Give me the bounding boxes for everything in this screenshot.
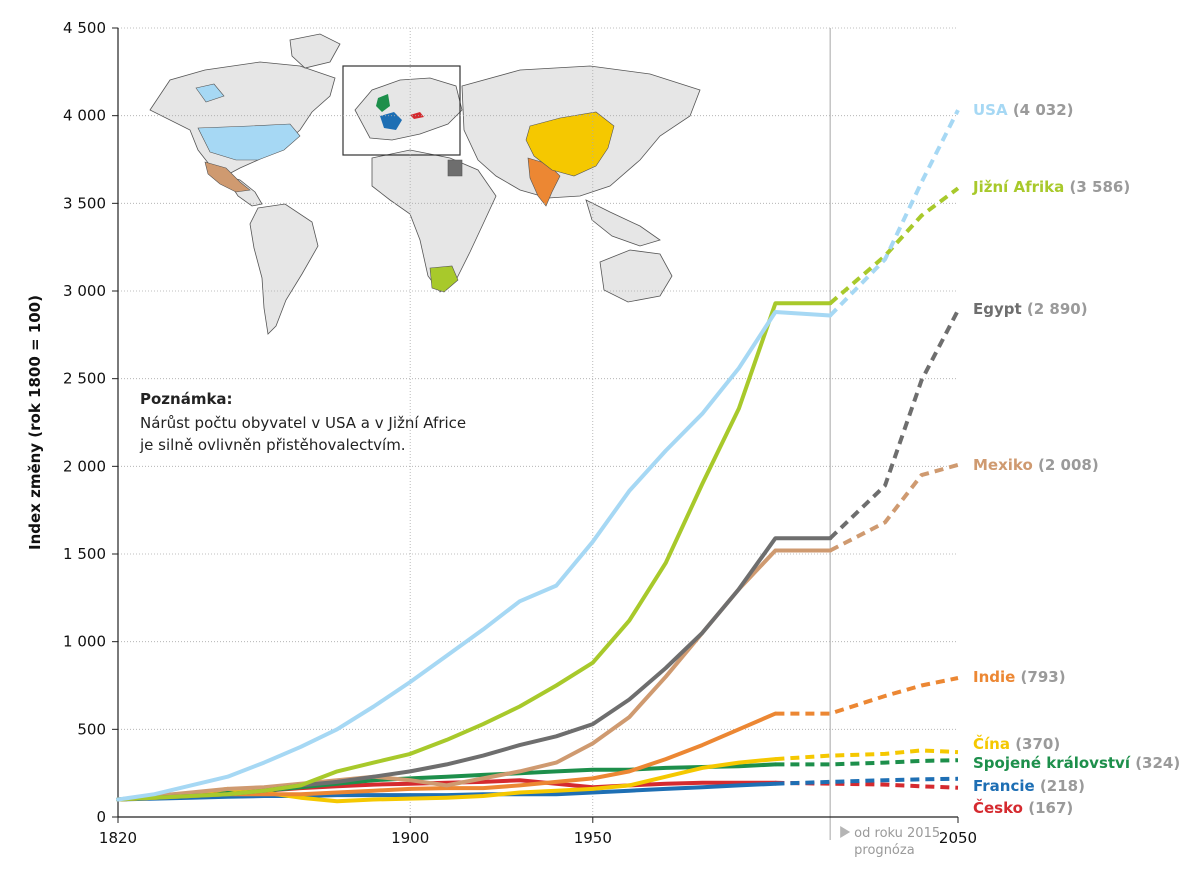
series-line-forecast bbox=[828, 309, 960, 540]
france-shape bbox=[380, 112, 402, 130]
series-final-value: (218) bbox=[1040, 777, 1085, 795]
series-USA bbox=[116, 109, 960, 802]
czechia-shape bbox=[410, 112, 424, 119]
x-tick-label: 2050 bbox=[939, 829, 977, 847]
series-name: USA bbox=[973, 101, 1013, 119]
note-line: je silně ovlivněn přistěhovalectvím. bbox=[139, 436, 406, 454]
europe-shape bbox=[354, 77, 463, 141]
southeast-asia-shape bbox=[585, 199, 661, 247]
series-label: Indie (793) bbox=[973, 668, 1066, 686]
south-africa-shape bbox=[429, 265, 459, 293]
series-line-historical bbox=[116, 781, 778, 802]
alaska-shape bbox=[195, 83, 225, 103]
x-tick-label: 1950 bbox=[574, 829, 612, 847]
y-tick-label: 3 000 bbox=[63, 282, 106, 300]
series-label: USA (4 032) bbox=[973, 101, 1074, 119]
map-inset-frame bbox=[342, 65, 461, 156]
series-final-value: (4 032) bbox=[1013, 101, 1074, 119]
series-Francie bbox=[116, 776, 959, 802]
series-line-forecast bbox=[829, 462, 959, 553]
y-tick-label: 0 bbox=[96, 808, 106, 826]
series-line-historical bbox=[116, 301, 833, 802]
series-name: Jižní Afrika bbox=[972, 178, 1070, 196]
uk-shape bbox=[376, 94, 390, 112]
series-final-value: (2 890) bbox=[1027, 300, 1088, 318]
greenland-shape bbox=[289, 33, 341, 69]
grid bbox=[118, 27, 958, 817]
series-label: Egypt (2 890) bbox=[973, 300, 1088, 318]
forecast-note-line: prognóza bbox=[854, 843, 915, 858]
series-name: Indie bbox=[973, 668, 1021, 686]
series-name: Francie bbox=[973, 777, 1040, 795]
series-name: Mexiko bbox=[973, 456, 1038, 474]
series-name: Spojené království bbox=[973, 754, 1135, 772]
series-line-forecast bbox=[775, 776, 959, 786]
y-tick-label: 1 000 bbox=[63, 633, 106, 651]
series-final-value: (167) bbox=[1028, 799, 1073, 817]
usa-shape bbox=[197, 123, 301, 161]
series-line-historical bbox=[116, 310, 833, 802]
series-line-forecast bbox=[775, 748, 959, 762]
china-shape bbox=[525, 111, 615, 177]
series-label: Česko (167) bbox=[973, 798, 1073, 817]
y-tick-label: 2 500 bbox=[63, 370, 106, 388]
series-label: Mexiko (2 008) bbox=[973, 456, 1099, 474]
x-tick-label: 1820 bbox=[99, 829, 137, 847]
australia-shape bbox=[599, 249, 673, 303]
north-america-shape bbox=[149, 61, 336, 177]
series-final-value: (793) bbox=[1021, 668, 1066, 686]
y-tick-label: 4 500 bbox=[63, 19, 106, 37]
series-line-forecast bbox=[775, 676, 959, 716]
series-group bbox=[116, 109, 960, 804]
series-label: Spojené království (324) bbox=[973, 754, 1180, 772]
south-america-shape bbox=[249, 203, 319, 335]
y-tick-label: 1 500 bbox=[63, 545, 106, 563]
series-final-value: (370) bbox=[1015, 735, 1060, 753]
series-line-forecast bbox=[775, 758, 959, 767]
series-final-value: (3 586) bbox=[1070, 178, 1131, 196]
series-line-forecast bbox=[828, 186, 960, 305]
series-name: Česko bbox=[973, 798, 1028, 817]
series-name: Egypt bbox=[973, 300, 1027, 318]
series-line-forecast bbox=[828, 109, 960, 317]
forecast-note-line: od roku 2015 bbox=[854, 826, 940, 841]
note-line: Nárůst počtu obyvatel v USA a v Jižní Af… bbox=[140, 414, 466, 432]
egypt-shape bbox=[447, 159, 463, 177]
note-title: Poznámka: bbox=[140, 390, 233, 408]
y-tick-label: 500 bbox=[77, 720, 106, 738]
series-Jižní Afrika bbox=[116, 186, 960, 802]
y-tick-label: 4 000 bbox=[63, 107, 106, 125]
forecast-arrow-icon bbox=[840, 826, 851, 838]
y-tick-label: 2 000 bbox=[63, 457, 106, 475]
series-label: Jižní Afrika (3 586) bbox=[972, 178, 1130, 196]
series-Mexiko bbox=[116, 462, 959, 802]
series-final-value: (324) bbox=[1135, 754, 1180, 772]
mexico-shape bbox=[204, 161, 251, 193]
series-final-value: (2 008) bbox=[1038, 456, 1099, 474]
series-line-forecast bbox=[775, 780, 959, 790]
y-axis-title: Index změny (rok 1800 = 100) bbox=[26, 295, 44, 550]
series-label: Francie (218) bbox=[973, 777, 1085, 795]
world-map-inset bbox=[149, 33, 701, 335]
series-line-historical bbox=[116, 548, 833, 802]
y-tick-label: 3 500 bbox=[63, 194, 106, 212]
series-label: Čína (370) bbox=[973, 734, 1060, 753]
series-Egypt bbox=[116, 309, 960, 802]
x-tick-label: 1900 bbox=[391, 829, 429, 847]
series-line-historical bbox=[116, 536, 833, 802]
series-name: Čína bbox=[973, 734, 1015, 753]
